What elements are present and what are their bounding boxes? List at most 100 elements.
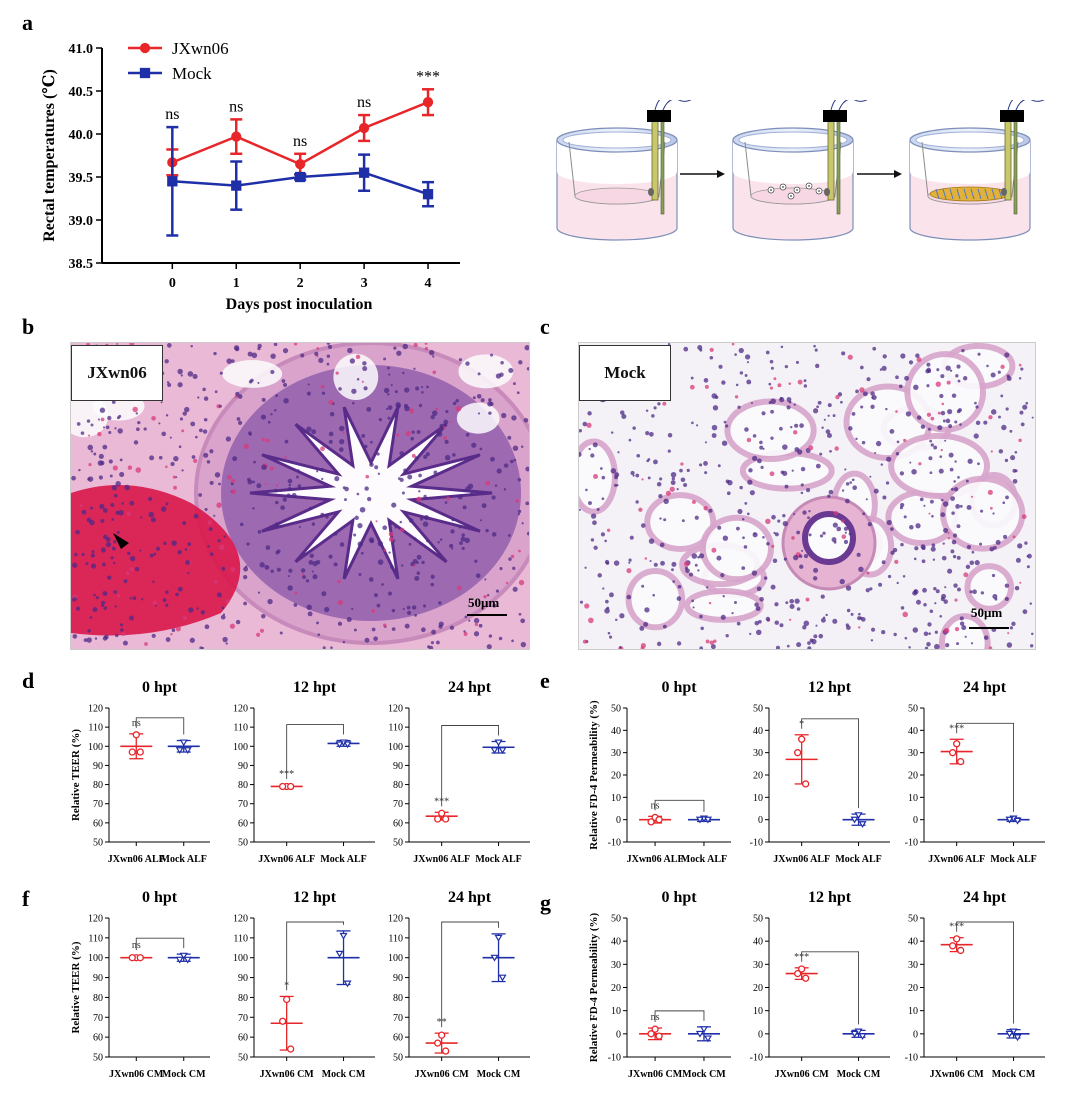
nucleus: [119, 458, 123, 462]
y-axis-label: Relative TEER (%): [70, 941, 82, 1033]
nucleus: [225, 642, 228, 645]
nucleus: [326, 354, 331, 358]
nucleus: [178, 445, 182, 449]
nucleus: [191, 455, 196, 459]
nucleus: [1011, 621, 1016, 626]
nucleus: [411, 453, 416, 458]
panel-title: 12 hpt: [293, 889, 337, 906]
nucleus: [775, 645, 780, 649]
nucleus: [116, 530, 120, 535]
nucleus: [827, 414, 830, 417]
nucleus: [471, 442, 477, 448]
nucleus: [414, 613, 417, 617]
nucleus: [231, 359, 235, 363]
nucleus: [126, 511, 131, 516]
nucleus: [649, 431, 654, 437]
nucleus: [209, 480, 214, 485]
nucleus: [882, 354, 887, 359]
y-tick-label: 60: [238, 818, 248, 829]
nucleus: [129, 597, 132, 600]
nucleus: [202, 387, 206, 392]
nucleus: [632, 474, 635, 477]
nucleus: [158, 422, 161, 425]
nucleus: [312, 574, 318, 580]
nucleus: [468, 619, 471, 622]
nucleus: [931, 514, 934, 518]
nucleus: [610, 431, 614, 434]
nucleus: [628, 561, 631, 564]
nucleus: [934, 602, 937, 605]
nucleus: [867, 522, 872, 527]
nucleus: [744, 373, 748, 377]
nucleus: [508, 557, 512, 561]
data-point: [802, 974, 810, 982]
nucleus: [513, 458, 517, 462]
nucleus: [391, 627, 396, 631]
nucleus: [1020, 422, 1025, 427]
nucleus: [747, 479, 753, 485]
nucleus: [710, 644, 716, 649]
y-tick-label: 50: [753, 704, 763, 715]
nucleus: [423, 454, 428, 459]
data-point: [802, 780, 810, 788]
nucleus: [192, 373, 198, 380]
nucleus: [391, 608, 396, 613]
nucleus: [98, 453, 104, 459]
y-tick-label: 80: [238, 993, 248, 1004]
nucleus: [756, 629, 762, 636]
nucleus: [697, 569, 700, 572]
nucleus: [509, 459, 514, 464]
nucleus: [518, 579, 525, 586]
data-point: [850, 1030, 859, 1038]
nucleus: [465, 361, 470, 366]
nucleus: [746, 361, 750, 364]
data-point: [132, 731, 140, 739]
nucleus: [782, 470, 788, 477]
nucleus: [444, 501, 448, 504]
x-tick-label: Mock ALF: [161, 854, 207, 865]
nucleus: [679, 468, 683, 473]
nucleus: [825, 429, 831, 434]
nucleus: [373, 593, 378, 598]
nucleus: [113, 590, 118, 594]
data-point: [335, 950, 344, 958]
nucleus: [173, 455, 179, 462]
nucleus: [382, 623, 387, 628]
alveolus: [458, 354, 514, 389]
nucleus: [452, 401, 457, 406]
nucleus: [592, 442, 598, 448]
nucleus: [896, 440, 900, 444]
nucleus: [639, 626, 645, 631]
nucleus: [413, 563, 417, 567]
nucleus: [771, 514, 776, 520]
data-point: [850, 816, 859, 824]
nucleus: [300, 353, 305, 358]
nucleus: [721, 440, 728, 446]
nucleus: [827, 494, 831, 498]
alveolus: [938, 613, 991, 649]
y-tick-label: 120: [388, 704, 403, 715]
nucleus: [351, 607, 354, 611]
nucleus: [325, 515, 329, 519]
nucleus: [734, 353, 737, 356]
nucleus: [657, 402, 661, 406]
significance-bracket: [441, 921, 499, 1028]
y-tick-label: 10: [753, 793, 763, 804]
data-point: [858, 821, 867, 829]
nucleus: [491, 532, 497, 537]
nucleus: [388, 536, 394, 542]
nucleus: [520, 445, 524, 448]
significance-bracket: [801, 718, 859, 809]
nucleus: [326, 362, 330, 366]
cell-border: [970, 188, 975, 200]
nucleus: [1020, 367, 1024, 371]
nucleus: [807, 641, 811, 645]
data-point: [438, 1031, 446, 1039]
nucleus: [287, 478, 293, 484]
nucleus: [140, 516, 143, 519]
nucleus: [479, 519, 482, 522]
nucleus: [442, 425, 446, 429]
nucleus: [995, 539, 1001, 545]
nucleus: [385, 407, 389, 410]
